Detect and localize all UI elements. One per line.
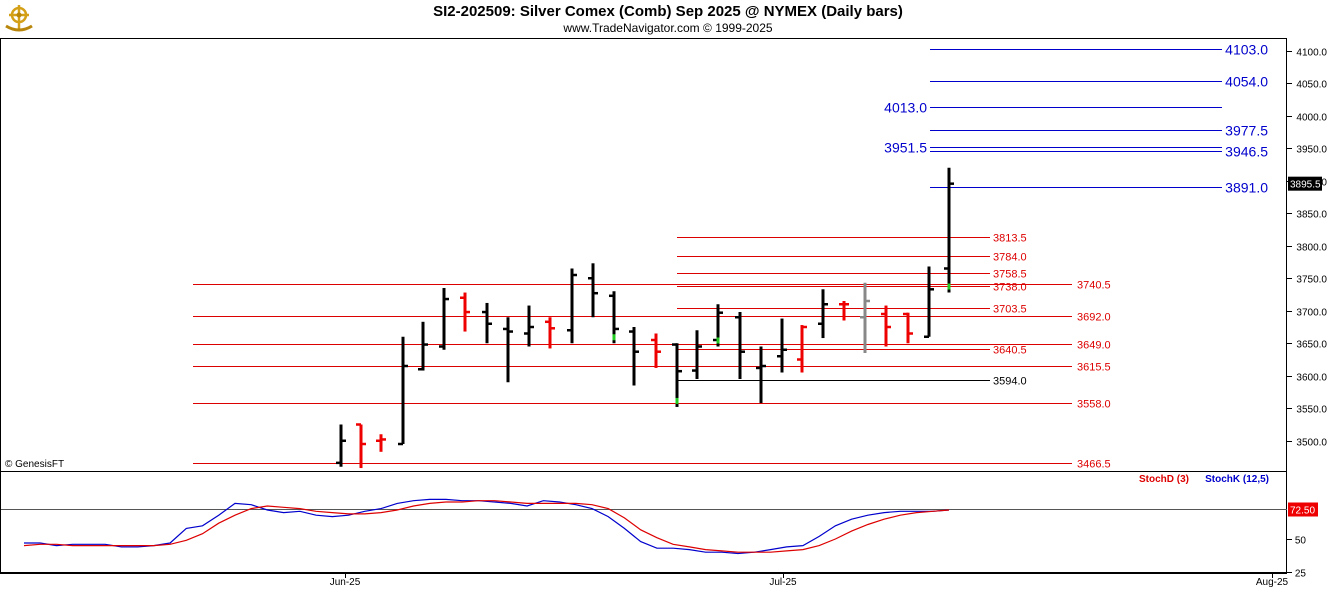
price-level-label: 3758.5 — [993, 269, 1027, 281]
stoch-axis-tick-label: 25 — [1295, 569, 1307, 580]
ohlc-bar-marker — [612, 334, 616, 341]
price-level-label: 3640.5 — [993, 345, 1027, 357]
price-axis-tick-label: 4000.0 — [1296, 113, 1327, 124]
price-axis-tick-label: 3850.0 — [1296, 210, 1327, 221]
chart-subtitle: www.TradeNavigator.com © 1999-2025 — [563, 21, 773, 35]
chart-title: SI2-202509: Silver Comex (Comb) Sep 2025… — [433, 3, 903, 20]
price-level-label: 3738.0 — [993, 282, 1027, 294]
ship-wheel-logo-icon — [5, 5, 33, 32]
price-level-label: 3649.0 — [1077, 340, 1111, 352]
last-price-tag-label: 3895.5 — [1290, 180, 1321, 191]
ohlc-bar-marker — [675, 397, 679, 404]
stoch-axis-tick-label: 50 — [1295, 536, 1307, 547]
price-level-label: 3951.5 — [884, 140, 927, 156]
time-axis-label: Jul-25 — [769, 577, 797, 588]
price-axis: 3500.0 3550.0 3600.0 3650.0 3700.0 3750.0 3800… — [1287, 48, 1327, 449]
watermark: © GenesisFT — [5, 459, 64, 470]
stoch-reference-tag-label: 72.50 — [1290, 506, 1315, 517]
time-axis-label: Aug-25 — [1256, 577, 1289, 588]
price-level-label: 3703.5 — [993, 304, 1027, 316]
price-level-label: 3977.5 — [1225, 123, 1268, 139]
price-axis-tick-label: 3500.0 — [1296, 438, 1327, 449]
price-axis-tick-label: 3600.0 — [1296, 373, 1327, 384]
price-axis-tick-label: 4100.0 — [1296, 48, 1327, 59]
price-level-label: 3692.0 — [1077, 312, 1111, 324]
price-axis-tick-label: 3950.0 — [1296, 145, 1327, 156]
price-level-label: 3784.0 — [993, 252, 1027, 264]
ohlc-bar-marker — [947, 283, 951, 290]
price-axis-tick-label: 3700.0 — [1296, 308, 1327, 319]
time-axis-label: Jun-25 — [330, 577, 361, 588]
ohlc-bars — [336, 167, 954, 469]
price-axis-tick-label: 3650.0 — [1296, 340, 1327, 351]
price-axis-tick-label: 3800.0 — [1296, 243, 1327, 254]
right-axis-strip — [1287, 38, 1336, 591]
price-level-label: 4054.0 — [1225, 74, 1268, 90]
stoch-reference-tag — [1288, 502, 1318, 517]
price-axis-tick-label: 3550.0 — [1296, 405, 1327, 416]
price-level-label: 3740.5 — [1077, 280, 1111, 292]
price-level-label: 4103.0 — [1225, 42, 1268, 58]
last-price-tag — [1288, 176, 1322, 191]
indicator-panel-frame — [0, 471, 1287, 573]
price-level-label: 3615.5 — [1077, 362, 1111, 374]
stoch-legend-d: StochD (3) — [1139, 474, 1189, 485]
price-level-label: 3946.5 — [1225, 144, 1268, 160]
stoch-series-line — [24, 498, 950, 555]
price-axis-tick-label: 3750.0 — [1296, 275, 1327, 286]
stochastic-panel: 72.50 25 50 StochD (3) StochK (12,5) — [1, 474, 1318, 580]
time-axis: Jun-25 Jul-25 Aug-25 — [330, 573, 1289, 588]
price-level-label: 3891.0 — [1225, 180, 1268, 196]
price-level-label: 3558.0 — [1077, 399, 1111, 411]
price-panel-frame — [0, 38, 1287, 472]
price-level-label: 3594.0 — [993, 376, 1027, 388]
chart-header: SI2-202509: Silver Comex (Comb) Sep 2025… — [0, 0, 1336, 38]
stoch-legend-k: StochK (12,5) — [1205, 474, 1269, 485]
price-level-label: 3466.5 — [1077, 459, 1111, 471]
ohlc-bar-marker — [716, 337, 720, 344]
price-axis-tick-label: 4050.0 — [1296, 80, 1327, 91]
price-level-label: 4013.0 — [884, 100, 927, 116]
price-level-label: 3813.5 — [993, 233, 1027, 245]
stoch-series-line — [23, 500, 950, 553]
price-levels: 4103.0 4054.0 4013.0 3977.5 3951.5 3946.5 3891… — [193, 42, 1268, 471]
